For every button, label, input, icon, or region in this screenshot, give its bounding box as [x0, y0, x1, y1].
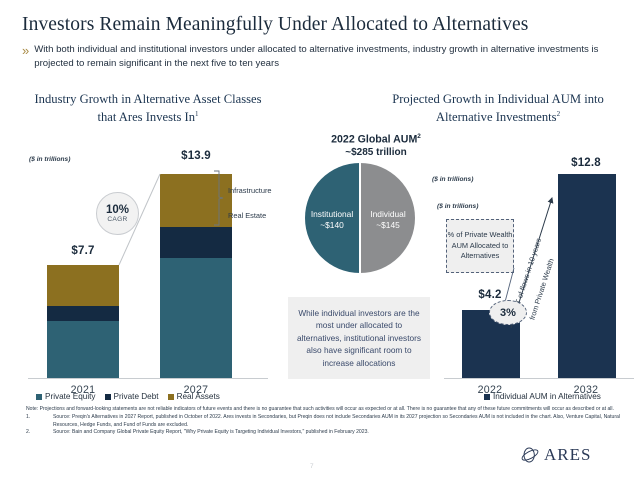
allocation-percent-bubble: 3%	[489, 300, 527, 325]
pie-label-individual-name: Individual	[370, 209, 406, 219]
pie-slice-individual	[360, 163, 415, 273]
pie-slice-divider	[359, 163, 361, 273]
legend-swatch-individual-aum	[484, 393, 490, 400]
right-chart-legend: Individual AUM in Alternatives	[484, 392, 601, 401]
legend-label-private-debt: Private Debt	[113, 392, 159, 401]
ares-logo: ARES	[520, 445, 591, 465]
left-chart-heading-line2: that Ares Invests In	[97, 110, 196, 125]
left-chart-heading: Industry Growth in Alternative Asset Cla…	[8, 92, 288, 125]
bar-value-2021: $7.7	[71, 245, 95, 257]
category-label-2022: 2022	[477, 384, 503, 396]
pie-chart-title-superscript: 2	[417, 133, 421, 140]
stacked-bar-2021	[47, 265, 119, 378]
pie-label-institutional-value: ~$140	[320, 220, 344, 230]
legend-label-real-assets: Real Assets	[176, 392, 220, 401]
ares-ring-icon	[521, 447, 539, 463]
private-wealth-allocation-text: % of Private Wealth AUM Allocated to Alt…	[447, 230, 513, 261]
pie-label-individual: Individual ~$145	[361, 209, 415, 231]
subtitle-row: » With both individual and institutional…	[22, 43, 622, 70]
brace-label-infrastructure: Infrastructure	[228, 186, 272, 195]
bar-value-2032: $12.8	[571, 157, 601, 169]
footnote-note: Note: Projections and forward-looking st…	[26, 406, 614, 412]
category-label-2021: 2021	[70, 384, 96, 396]
category-label-2032: 2032	[573, 384, 599, 396]
right-chart: $4.2 $12.8 2022 2032	[440, 150, 638, 396]
bar-segment-real-assets-2021	[47, 265, 119, 307]
legend-item-real-assets: Real Assets	[167, 392, 220, 401]
double-chevron-right-icon: »	[22, 43, 29, 58]
bar-2032	[558, 174, 616, 378]
pie-chart-title-text: 2022 Global AUM	[331, 133, 418, 146]
bar-segment-private-equity-2021	[47, 321, 119, 378]
legend-label-individual-aum: Individual AUM in Alternatives	[493, 392, 601, 401]
right-chart-heading-superscript: 2	[556, 110, 561, 118]
right-chart-axis	[444, 378, 634, 379]
right-chart-heading-line1: Projected Growth in Individual AUM into	[392, 92, 604, 106]
pie-label-individual-value: ~$145	[376, 220, 400, 230]
right-chart-units: ($ in trillions)	[437, 203, 479, 210]
pie-label-institutional-name: Institutional	[310, 209, 354, 219]
stacked-bar-2027	[160, 174, 232, 378]
legend-swatch-real-assets	[167, 393, 174, 400]
pie-chart: Institutional ~$140 Individual ~$145	[305, 163, 415, 273]
left-chart-axis	[28, 378, 268, 379]
legend-label-private-equity: Private Equity	[45, 392, 96, 401]
bar-segment-private-debt-2021	[47, 306, 119, 322]
ares-logo-text: ARES	[544, 445, 592, 464]
legend-item-private-equity: Private Equity	[36, 392, 96, 401]
footnote-item-1: 1. Source: Preqin's Alternatives in 2027…	[26, 414, 626, 429]
brace-label-real-estate: Real Estate	[228, 211, 267, 220]
left-chart: $7.7 $13.9 2021 2027	[20, 150, 280, 396]
left-chart-heading-line1: Industry Growth in Alternative Asset Cla…	[34, 92, 262, 106]
bar-segment-private-equity-2027	[160, 257, 232, 378]
cagr-value: 10%	[105, 203, 130, 216]
category-label-2027: 2027	[183, 384, 209, 396]
pie-chart-subtitle: ~$285 trillion	[345, 147, 407, 158]
callout-text: While individual investors are the most …	[296, 307, 422, 368]
footnote-item-2: 2. Source: Bain and Company Global Priva…	[26, 429, 626, 436]
bar-segment-private-debt-2027	[160, 226, 232, 258]
page-title: Investors Remain Meaningfully Under Allo…	[22, 14, 529, 35]
left-chart-legend: Private Equity Private Debt Real Assets	[36, 392, 220, 401]
pie-chart-title: 2022 Global AUM2	[286, 133, 466, 146]
page-number: 7	[310, 463, 314, 470]
footnote-number-2: 2.	[26, 429, 31, 436]
legend-item-individual-aum: Individual AUM in Alternatives	[484, 392, 601, 401]
bar-segment-real-assets-2027	[160, 174, 232, 227]
right-chart-heading-line2: Alternative Investments	[435, 110, 557, 125]
cagr-label: CAGR	[107, 215, 128, 223]
pie-slice-institutional	[305, 163, 360, 273]
footnotes: Note: Projections and forward-looking st…	[26, 406, 626, 437]
legend-swatch-private-equity	[36, 393, 42, 400]
footnote-text-2: Source: Bain and Company Global Private …	[53, 429, 369, 436]
legend-item-private-debt: Private Debt	[104, 392, 159, 401]
left-chart-heading-superscript: 1	[195, 110, 199, 118]
footnote-number-1: 1.	[26, 414, 31, 421]
callout-box: While individual investors are the most …	[288, 297, 430, 379]
allocation-percent-value: 3%	[500, 306, 516, 319]
pie-chart-units: ($ in trillions)	[432, 176, 474, 183]
subtitle-text: With both individual and institutional i…	[34, 44, 599, 69]
footnote-text-1: Source: Preqin's Alternatives in 2027 Re…	[53, 414, 620, 428]
private-wealth-allocation-box: % of Private Wealth AUM Allocated to Alt…	[446, 219, 514, 273]
cagr-bubble: 10% CAGR	[96, 192, 139, 235]
bar-value-2022: $4.2	[478, 289, 502, 301]
left-chart-units: ($ in trillions)	[29, 156, 71, 163]
bar-value-2027: $13.9	[181, 150, 211, 162]
right-chart-heading: Projected Growth in Individual AUM into …	[358, 92, 638, 125]
legend-swatch-private-debt	[104, 393, 111, 400]
pie-label-institutional: Institutional ~$140	[305, 209, 359, 231]
